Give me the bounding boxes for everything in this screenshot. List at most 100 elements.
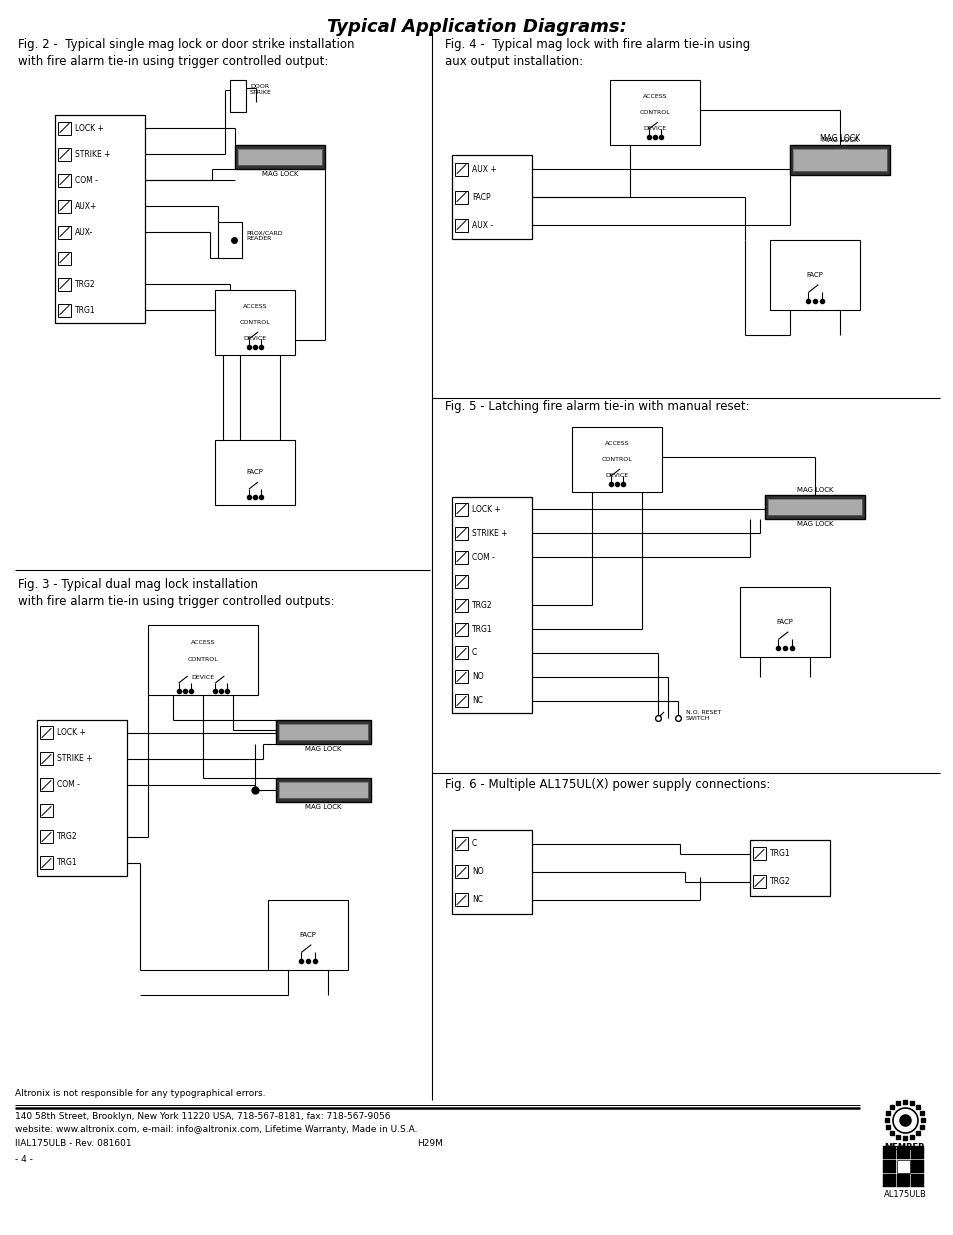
Bar <box>55 115 145 324</box>
Text: Fig. 5 - Latching fire alarm tie-in with manual reset:: Fig. 5 - Latching fire alarm tie-in with… <box>444 400 749 412</box>
Text: IIAL175ULB - Rev. 081601: IIAL175ULB - Rev. 081601 <box>15 1139 132 1149</box>
Text: STRIKE +: STRIKE + <box>57 755 92 763</box>
Bar <box>792 149 886 170</box>
Bar <box>455 866 468 878</box>
Bar <box>572 427 661 492</box>
Bar <box>40 752 53 766</box>
Bar <box>455 551 468 563</box>
Bar <box>896 1174 909 1187</box>
Text: 140 58th Street, Brooklyn, New York 11220 USA, 718-567-8181, fax: 718-567-9056: 140 58th Street, Brooklyn, New York 1122… <box>15 1112 390 1121</box>
Text: LOCK +: LOCK + <box>57 729 86 737</box>
Text: AUX+: AUX+ <box>75 201 97 210</box>
Bar <box>275 720 371 743</box>
Text: TRG2: TRG2 <box>57 832 77 841</box>
Text: STRIKE +: STRIKE + <box>472 529 507 537</box>
Text: DEVICE: DEVICE <box>243 336 266 341</box>
Bar <box>455 503 468 515</box>
Bar <box>40 830 53 844</box>
Bar <box>278 782 368 798</box>
Text: CONTROL: CONTROL <box>601 457 632 462</box>
Bar <box>237 149 322 165</box>
Bar <box>455 893 468 906</box>
Bar <box>910 1174 923 1187</box>
Bar <box>769 240 859 310</box>
Bar <box>40 778 53 792</box>
Bar <box>278 724 368 740</box>
Bar <box>455 837 468 851</box>
Bar <box>896 1146 909 1158</box>
Text: CONTROL: CONTROL <box>639 110 670 115</box>
Text: AUX -: AUX - <box>472 221 493 230</box>
Bar <box>896 1160 909 1173</box>
Text: AUX +: AUX + <box>472 164 497 173</box>
Text: COM -: COM - <box>472 552 495 562</box>
Bar <box>37 720 127 876</box>
Bar <box>882 1146 895 1158</box>
Text: N.O. RESET
SWITCH: N.O. RESET SWITCH <box>685 710 720 721</box>
Bar <box>752 847 765 861</box>
Text: ACCESS: ACCESS <box>191 640 215 645</box>
Bar <box>910 1160 923 1173</box>
Bar <box>230 80 246 112</box>
Text: MAG LOCK: MAG LOCK <box>821 137 858 143</box>
Bar <box>752 876 765 888</box>
Text: MAG LOCK: MAG LOCK <box>819 135 860 143</box>
Bar <box>455 190 468 204</box>
Bar <box>455 599 468 611</box>
Bar <box>455 219 468 231</box>
Text: Fig. 2 -  Typical single mag lock or door strike installation: Fig. 2 - Typical single mag lock or door… <box>18 38 355 51</box>
Bar <box>749 840 829 897</box>
Bar <box>767 499 862 515</box>
Bar <box>148 625 257 695</box>
Text: MEMBER: MEMBER <box>883 1144 924 1152</box>
Text: LOCK +: LOCK + <box>472 505 500 514</box>
Bar <box>58 226 71 238</box>
Bar <box>234 144 325 169</box>
Text: TRG1: TRG1 <box>75 305 95 315</box>
Text: NO: NO <box>472 673 483 682</box>
Text: aux output installation:: aux output installation: <box>444 56 582 68</box>
Text: MAG LOCK: MAG LOCK <box>305 746 341 752</box>
Text: MAG LOCK: MAG LOCK <box>796 521 832 527</box>
Bar <box>455 694 468 708</box>
Text: TRG2: TRG2 <box>472 600 492 610</box>
Text: NC: NC <box>472 697 482 705</box>
Bar <box>40 804 53 818</box>
Bar <box>764 495 864 519</box>
Text: H29M: H29M <box>416 1139 442 1149</box>
Bar <box>214 290 294 354</box>
Bar <box>910 1146 923 1158</box>
Text: Fig. 6 - Multiple AL175UL(X) power supply connections:: Fig. 6 - Multiple AL175UL(X) power suppl… <box>444 778 770 790</box>
Bar <box>789 144 889 175</box>
Bar <box>455 163 468 175</box>
Text: PROX/CARD
READER: PROX/CARD READER <box>246 230 282 241</box>
Text: with fire alarm tie-in using trigger controlled output:: with fire alarm tie-in using trigger con… <box>18 56 328 68</box>
Bar <box>882 1160 895 1173</box>
Bar <box>455 622 468 636</box>
Text: AUX-: AUX- <box>75 227 93 236</box>
Bar <box>40 726 53 740</box>
Bar <box>58 304 71 316</box>
Text: FACP: FACP <box>776 619 793 625</box>
Bar <box>455 526 468 540</box>
Bar <box>882 1174 895 1187</box>
Text: COM -: COM - <box>57 781 80 789</box>
Text: TRG2: TRG2 <box>75 279 95 289</box>
Bar <box>58 147 71 161</box>
Bar <box>58 121 71 135</box>
Text: TRG2: TRG2 <box>769 878 790 887</box>
Text: - 4 -: - 4 - <box>15 1155 32 1165</box>
Text: MAG LOCK: MAG LOCK <box>261 170 298 177</box>
Bar <box>452 830 532 914</box>
Text: Altronix is not responsible for any typographical errors.: Altronix is not responsible for any typo… <box>15 1089 265 1098</box>
Text: FACP: FACP <box>472 193 490 201</box>
Bar <box>278 782 368 798</box>
Bar <box>58 200 71 212</box>
Text: DEVICE: DEVICE <box>642 126 666 131</box>
Text: DEVICE: DEVICE <box>605 473 628 478</box>
Bar <box>792 149 886 170</box>
Bar <box>455 574 468 588</box>
Text: NO: NO <box>472 867 483 877</box>
Text: NC: NC <box>472 895 482 904</box>
Text: CONTROL: CONTROL <box>188 657 218 662</box>
